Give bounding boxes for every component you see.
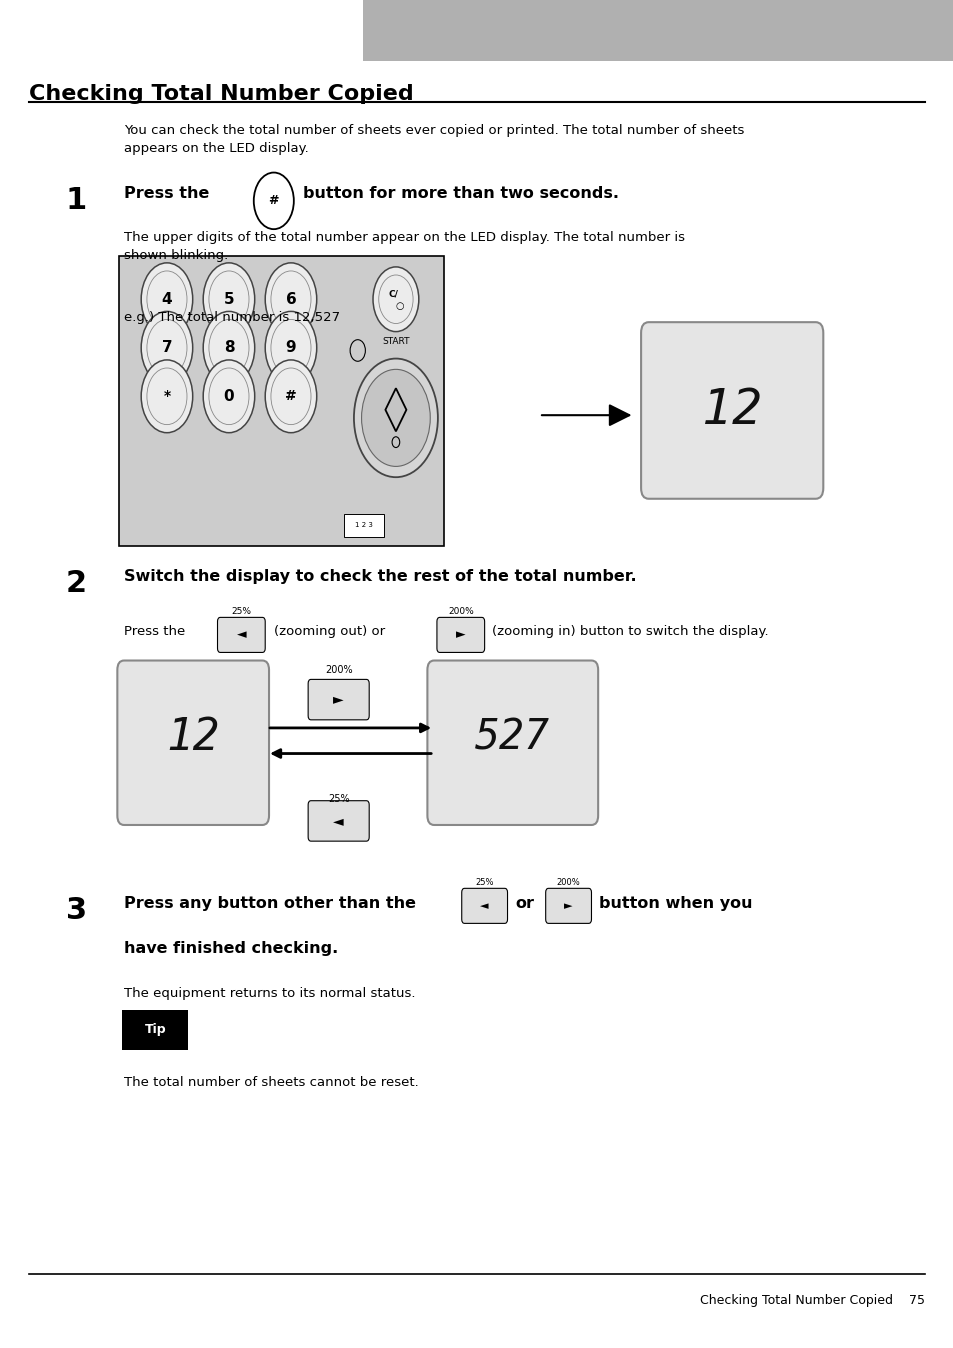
Text: START: START (382, 337, 409, 346)
Text: 25%: 25% (475, 878, 494, 887)
Text: The equipment returns to its normal status.: The equipment returns to its normal stat… (124, 987, 416, 1000)
Text: ◄: ◄ (236, 628, 246, 642)
Text: Checking Total Number Copied: Checking Total Number Copied (29, 84, 413, 104)
FancyBboxPatch shape (436, 617, 484, 652)
Text: 0: 0 (223, 388, 234, 404)
Text: 200%: 200% (325, 666, 352, 675)
FancyBboxPatch shape (344, 514, 384, 537)
FancyBboxPatch shape (640, 322, 822, 499)
FancyBboxPatch shape (117, 661, 269, 825)
Text: 8: 8 (223, 340, 234, 356)
Text: 2: 2 (66, 569, 87, 599)
Text: 200%: 200% (448, 607, 473, 616)
Text: Switch the display to check the rest of the total number.: Switch the display to check the rest of … (124, 569, 636, 584)
Text: ►: ► (564, 900, 572, 911)
Text: 200%: 200% (557, 878, 579, 887)
Text: ►: ► (456, 628, 465, 642)
Text: The upper digits of the total number appear on the LED display. The total number: The upper digits of the total number app… (124, 231, 684, 262)
Text: ◄: ◄ (480, 900, 488, 911)
Text: ►: ► (333, 693, 344, 706)
Text: ◄: ◄ (333, 814, 344, 828)
Text: Tip: Tip (145, 1023, 166, 1037)
Text: button for more than two seconds.: button for more than two seconds. (303, 186, 618, 201)
Text: 4: 4 (161, 291, 172, 307)
Circle shape (203, 311, 254, 384)
Text: ○: ○ (395, 301, 403, 311)
Text: Press any button other than the: Press any button other than the (124, 896, 416, 911)
FancyBboxPatch shape (308, 679, 369, 720)
Text: 25%: 25% (232, 607, 251, 616)
Circle shape (265, 263, 316, 336)
Text: Press the: Press the (124, 625, 185, 639)
Text: 12: 12 (701, 387, 761, 434)
FancyBboxPatch shape (545, 888, 591, 923)
FancyBboxPatch shape (217, 617, 265, 652)
Circle shape (265, 311, 316, 384)
Text: button when you: button when you (598, 896, 752, 911)
Text: (zooming in) button to switch the display.: (zooming in) button to switch the displa… (492, 625, 768, 639)
Text: C/: C/ (388, 290, 397, 298)
Text: 7: 7 (161, 340, 172, 356)
FancyBboxPatch shape (122, 1010, 188, 1050)
FancyBboxPatch shape (362, 0, 953, 61)
Circle shape (141, 311, 193, 384)
Text: Press the: Press the (124, 186, 209, 201)
Text: *: * (163, 390, 171, 403)
Text: 5: 5 (223, 291, 234, 307)
Text: 1 2 3: 1 2 3 (355, 522, 373, 528)
Circle shape (373, 267, 418, 332)
Circle shape (141, 360, 193, 433)
Text: 527: 527 (475, 716, 550, 759)
FancyBboxPatch shape (119, 256, 443, 546)
Text: #: # (268, 194, 279, 208)
FancyBboxPatch shape (308, 801, 369, 841)
Text: have finished checking.: have finished checking. (124, 941, 338, 956)
Text: e.g.) The total number is 12,527: e.g.) The total number is 12,527 (124, 311, 340, 325)
FancyBboxPatch shape (461, 888, 507, 923)
Text: Checking Total Number Copied    75: Checking Total Number Copied 75 (700, 1294, 924, 1308)
Circle shape (203, 360, 254, 433)
Text: The total number of sheets cannot be reset.: The total number of sheets cannot be res… (124, 1076, 418, 1089)
Text: #: # (285, 390, 296, 403)
Text: 12: 12 (166, 716, 220, 759)
Text: (zooming out) or: (zooming out) or (274, 625, 384, 639)
Circle shape (354, 359, 437, 477)
Text: or: or (515, 896, 534, 911)
Text: 3: 3 (66, 896, 87, 926)
Text: 6: 6 (285, 291, 296, 307)
Circle shape (361, 369, 430, 466)
Text: 25%: 25% (328, 794, 349, 803)
Text: You can check the total number of sheets ever copied or printed. The total numbe: You can check the total number of sheets… (124, 124, 743, 155)
Text: 1: 1 (66, 186, 87, 216)
FancyBboxPatch shape (427, 661, 598, 825)
Circle shape (203, 263, 254, 336)
Circle shape (141, 263, 193, 336)
Text: 9: 9 (285, 340, 296, 356)
Circle shape (265, 360, 316, 433)
